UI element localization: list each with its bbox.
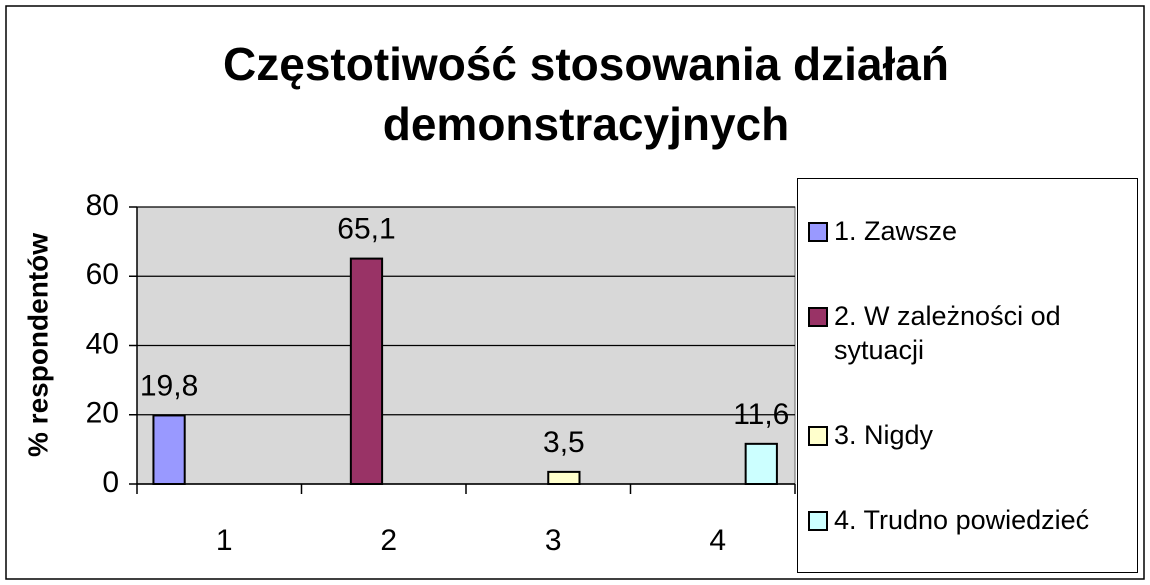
- x-tick-label: 2: [380, 524, 397, 557]
- legend-label: 2. W zależności od sytuacji: [834, 301, 1061, 366]
- y-tick-label: 80: [86, 189, 119, 222]
- bar: [152, 414, 186, 486]
- x-tick-label: 3: [545, 524, 562, 557]
- legend-label: 3. Nigdy: [834, 419, 934, 450]
- data-label: 11,6: [733, 398, 789, 431]
- y-tick-label: 60: [86, 258, 119, 291]
- chart-title: Częstotiwość stosowania działań: [223, 38, 949, 90]
- y-tick-label: 0: [102, 466, 119, 499]
- bar: [744, 442, 778, 485]
- y-tick-label: 20: [86, 397, 119, 430]
- legend-item: 3. Nigdy: [808, 418, 1137, 452]
- chart-title: demonstracyjnych: [383, 98, 789, 150]
- data-label: 3,5: [543, 426, 585, 459]
- legend-swatch: [808, 425, 828, 446]
- legend-swatch: [808, 222, 828, 243]
- bar: [349, 257, 384, 485]
- data-label: 65,1: [337, 213, 395, 246]
- legend-swatch: [808, 510, 828, 531]
- x-tick-label: 4: [709, 524, 726, 557]
- legend-item: 4. Trudno powiedzieć: [808, 503, 1137, 537]
- y-axis-label: % respondentów: [22, 233, 53, 457]
- x-tick-label: 1: [216, 524, 233, 557]
- legend-label: 1. Zawsze: [834, 216, 958, 247]
- legend: 1. Zawsze 2. W zależności od sytuacji 3. N…: [797, 178, 1138, 573]
- chart-border: [5, 5, 1145, 580]
- data-label: 19,8: [140, 369, 198, 402]
- legend-label: 4. Trudno powiedzieć: [834, 504, 1090, 535]
- y-tick-label: 40: [86, 327, 119, 360]
- legend-item: 1. Zawsze: [808, 214, 1137, 248]
- legend-item: 2. W zależności od sytuacji: [808, 299, 1137, 367]
- legend-swatch: [808, 307, 828, 328]
- bar: [547, 470, 581, 486]
